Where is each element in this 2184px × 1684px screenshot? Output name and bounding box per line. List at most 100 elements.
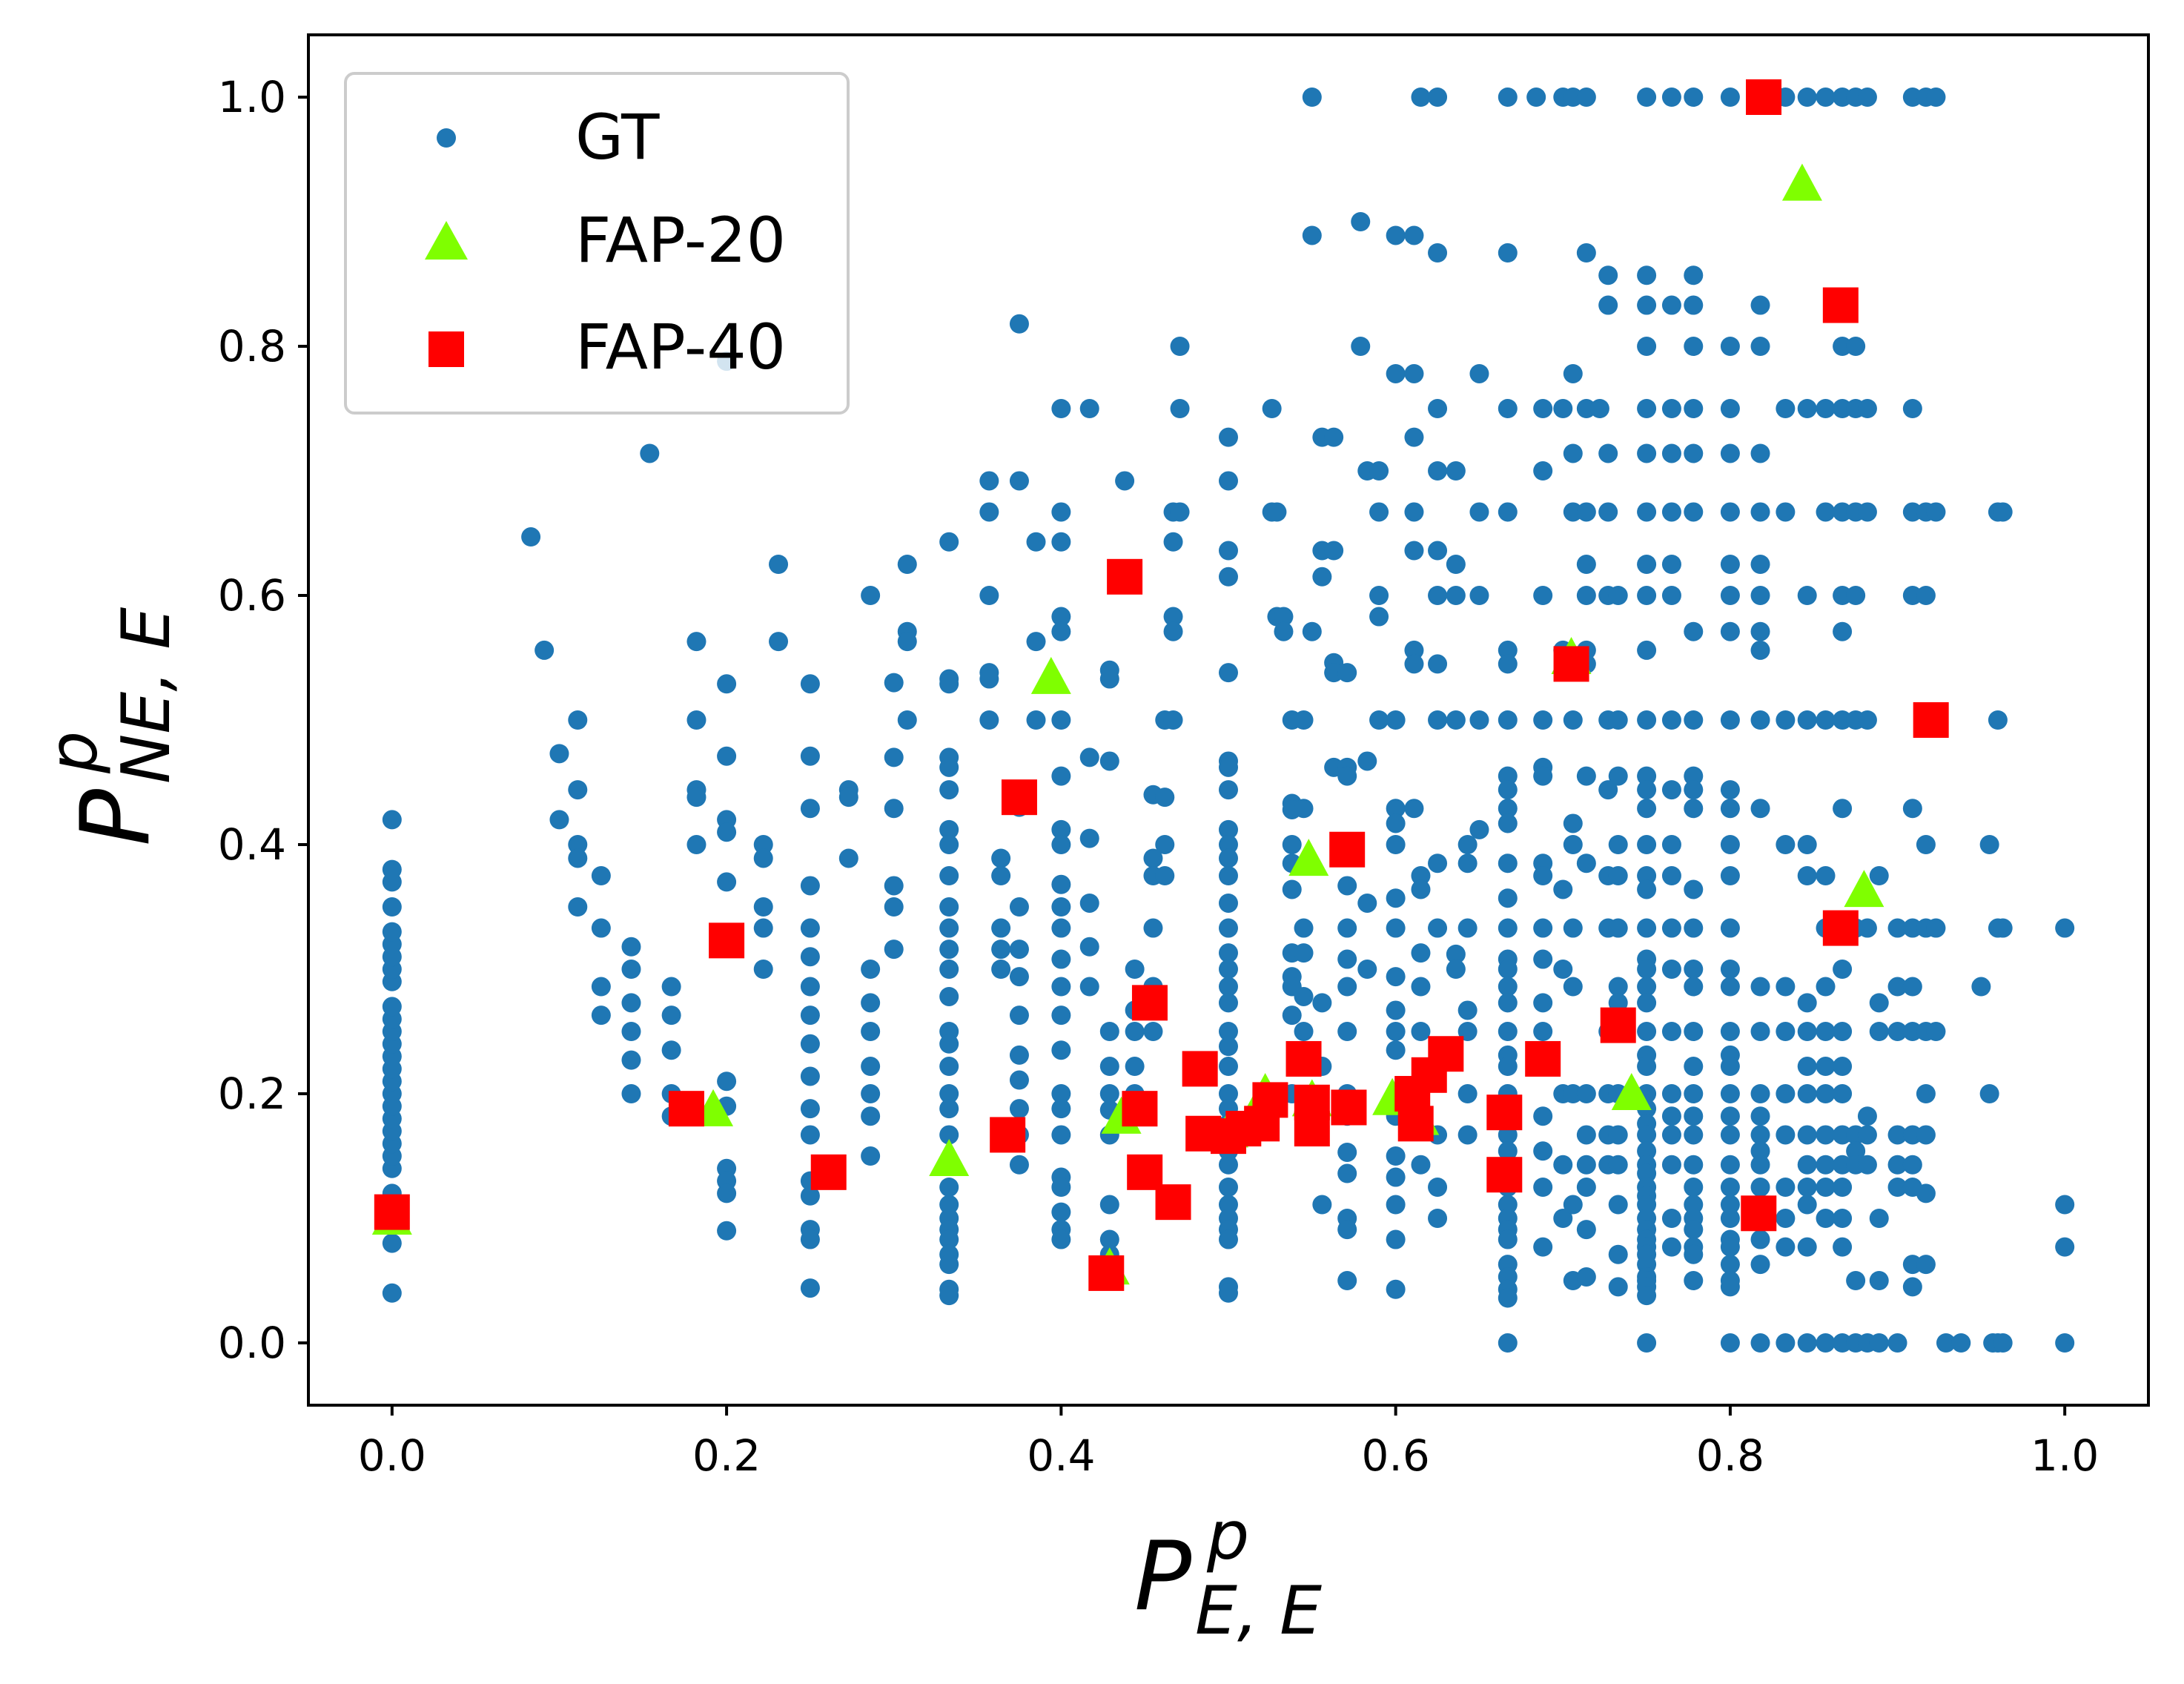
gt-point [1351, 337, 1371, 356]
gt-point [1684, 295, 1704, 315]
gt-point [1324, 427, 1344, 447]
gt-point [1337, 1142, 1357, 1162]
gt-point [1846, 1271, 1866, 1290]
gt-point [1833, 1333, 1853, 1353]
gt-point [939, 819, 959, 839]
gt-point [1816, 1209, 1836, 1228]
gt-point [1563, 918, 1583, 938]
gt-point [1498, 502, 1518, 522]
gt-point [1553, 879, 1573, 899]
gt-point [1720, 1277, 1740, 1297]
gt-point [1219, 918, 1238, 938]
fap40-point [1155, 1184, 1191, 1221]
gt-point [1926, 918, 1946, 938]
gt-point [1428, 654, 1448, 674]
gt-point [1776, 399, 1796, 418]
gt-point [717, 822, 737, 842]
fap20-point [1781, 163, 1822, 201]
fap40-point [1107, 558, 1143, 595]
gt-point [1262, 399, 1282, 418]
gt-point [1916, 1125, 1936, 1145]
gt-point [939, 1084, 959, 1103]
gt-point [1386, 1040, 1406, 1060]
gt-point [382, 1283, 402, 1303]
gt-point [1125, 1022, 1145, 1041]
gt-point [1720, 960, 1740, 979]
gt-point [1576, 1220, 1596, 1240]
gt-point [1684, 1084, 1704, 1103]
gt-point [1026, 710, 1046, 730]
gt-point [1163, 607, 1183, 627]
gt-point [1902, 1155, 1922, 1175]
fap40-point [1329, 831, 1366, 868]
gt-point [1219, 977, 1238, 997]
gt-point [1720, 1209, 1740, 1228]
gt-point [1776, 502, 1796, 522]
gt-point [1469, 710, 1489, 730]
legend-fap40-marker [428, 331, 464, 367]
fap40-point [810, 1154, 847, 1190]
gt-point [1125, 1057, 1145, 1077]
gt-point [1720, 1022, 1740, 1041]
gt-point [1369, 461, 1389, 481]
gt-point [1902, 399, 1922, 418]
gt-point [1661, 780, 1681, 800]
gt-point [1833, 87, 1853, 107]
gt-point [1887, 1022, 1907, 1041]
gt-point [1988, 710, 2008, 730]
fap40-point [1252, 1082, 1288, 1118]
gt-point [1469, 586, 1489, 605]
gt-point [1282, 835, 1302, 854]
gt-point [1637, 87, 1657, 107]
gt-point [1637, 960, 1657, 979]
fap40-point [709, 922, 745, 959]
gt-point [1051, 1084, 1071, 1103]
gt-point [897, 632, 917, 652]
gt-point [1576, 1267, 1596, 1287]
gt-point [1637, 1163, 1657, 1183]
gt-point [939, 986, 959, 1006]
gt-point [1498, 1333, 1518, 1353]
gt-point [1720, 1333, 1740, 1353]
gt-point [939, 1178, 959, 1197]
x-tick-label: 0.2 [692, 1430, 761, 1481]
gt-point [939, 1099, 959, 1119]
gt-point [1357, 893, 1377, 913]
gt-point [1797, 1333, 1817, 1353]
gt-point [1079, 399, 1099, 418]
gt-point [1598, 295, 1618, 315]
fap40-point [1331, 1089, 1367, 1126]
gt-point [1797, 1084, 1817, 1103]
gt-point [1115, 471, 1135, 491]
gt-point [1051, 710, 1071, 730]
gt-point [991, 918, 1011, 938]
gt-point [1428, 586, 1448, 605]
gt-point [1219, 1283, 1238, 1303]
gt-point [1498, 1288, 1518, 1308]
gt-point [1219, 1178, 1238, 1197]
gt-point [1498, 799, 1518, 819]
gt-point [1294, 918, 1314, 938]
gt-point [1533, 710, 1553, 730]
gt-point [1797, 866, 1817, 885]
gt-point [1869, 1209, 1889, 1228]
gt-point [1637, 879, 1657, 899]
gt-point [1598, 502, 1618, 522]
gt-point [1219, 1022, 1238, 1041]
gt-point [1553, 399, 1573, 418]
gt-point [1776, 1237, 1796, 1257]
gt-point [1051, 399, 1071, 418]
gt-point [1155, 787, 1175, 808]
gt-point [1404, 502, 1424, 522]
gt-point [1553, 960, 1573, 979]
gt-point [800, 947, 820, 967]
gt-point [1720, 586, 1740, 605]
gt-point [991, 866, 1011, 885]
gt-point [1887, 1178, 1907, 1197]
gt-point [1026, 632, 1046, 652]
gt-point [1498, 243, 1518, 262]
gt-point [1274, 607, 1294, 627]
gt-point [1720, 87, 1740, 107]
gt-point [939, 1229, 959, 1249]
gt-point [1902, 1255, 1922, 1275]
